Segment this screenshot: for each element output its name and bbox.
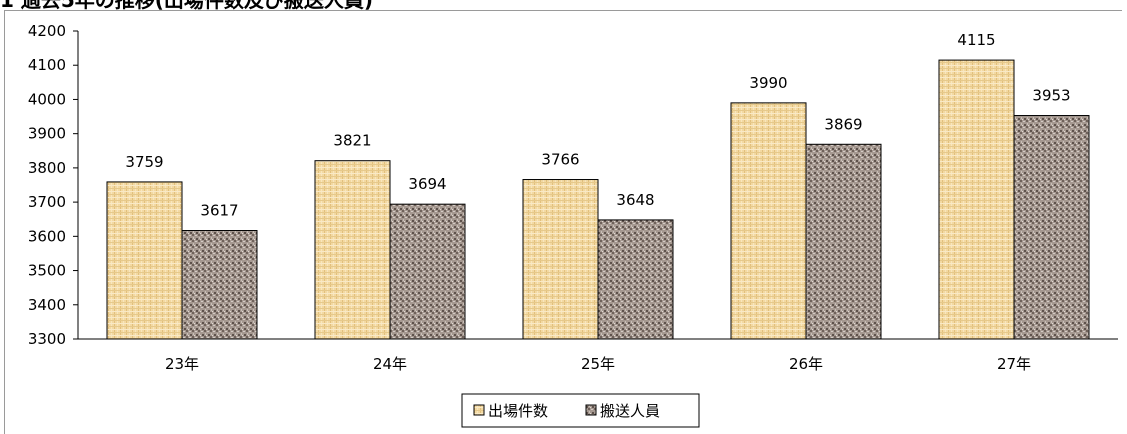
- legend-box: [461, 393, 700, 428]
- y-tick-label: 3400: [28, 296, 66, 314]
- data-label: 3821: [333, 132, 371, 150]
- x-category-label: 23年: [165, 355, 199, 373]
- legend-label: 出場件数: [488, 402, 548, 420]
- bar-series1-2: [522, 179, 599, 340]
- data-label: 3617: [200, 202, 238, 220]
- legend-label: 搬送人員: [600, 402, 660, 420]
- bar-series2-3: [805, 143, 882, 340]
- chart-bars: [106, 59, 1090, 340]
- y-tick-label: 3600: [28, 227, 66, 245]
- bar-series2-4: [1013, 115, 1090, 340]
- y-tick-label: 3700: [28, 193, 66, 211]
- chart-frame: [4, 10, 1122, 434]
- data-label: 3990: [749, 74, 787, 92]
- bar-series2-0: [181, 230, 258, 340]
- y-tick-label: 4200: [28, 22, 66, 40]
- y-tick-label: 3900: [28, 125, 66, 143]
- bar-series1-0: [106, 181, 183, 340]
- data-label: 3766: [541, 151, 579, 169]
- data-label: 3759: [125, 153, 163, 171]
- legend: 出場件数 搬送人員: [461, 393, 700, 428]
- x-category-label: 27年: [997, 355, 1031, 373]
- legend-swatch: [473, 404, 485, 416]
- legend-swatch: [585, 404, 597, 416]
- x-category-label: 24年: [373, 355, 407, 373]
- bar-series1-1: [314, 160, 391, 340]
- bar-series1-4: [938, 59, 1015, 340]
- chart-title: 1 過去5年の推移(出場件数及び搬送人員): [0, 0, 374, 12]
- data-label: 3694: [408, 175, 446, 193]
- bar-series2-1: [389, 203, 466, 340]
- data-label: 3953: [1032, 87, 1070, 105]
- bar-series1-3: [730, 102, 807, 340]
- y-axis-ticks: 4200 4100 4000 3900 3800 3700 3600 3500 3400 3300: [28, 22, 78, 348]
- y-tick-label: 4100: [28, 56, 66, 74]
- y-tick-label: 3500: [28, 262, 66, 280]
- data-label: 4115: [957, 31, 995, 49]
- data-labels: 3759 3617 3821 3694 3766 3648 3990 3869 4115 3953: [125, 31, 1070, 219]
- data-label: 3869: [824, 115, 862, 133]
- y-tick-label: 3800: [28, 159, 66, 177]
- y-tick-label: 4000: [28, 90, 66, 108]
- x-category-label: 26年: [789, 355, 823, 373]
- x-axis-categories: 23年 24年 25年 26年 27年: [165, 355, 1031, 373]
- y-tick-label: 3300: [28, 330, 66, 348]
- data-label: 3648: [616, 191, 654, 209]
- x-category-label: 25年: [581, 355, 615, 373]
- bar-series2-2: [597, 219, 674, 340]
